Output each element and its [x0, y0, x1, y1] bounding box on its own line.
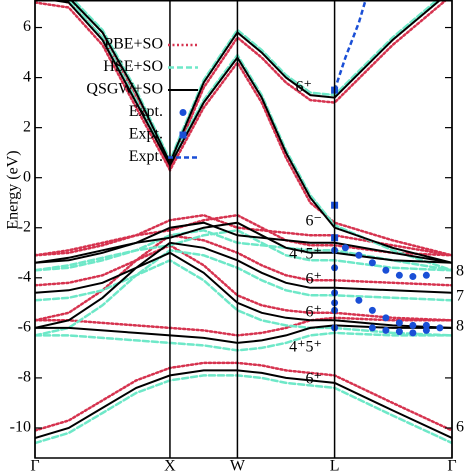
band-line: [35, 361, 452, 432]
y-tick-label: 6: [23, 18, 31, 35]
expt-point: [382, 314, 390, 322]
legend-label: Expt.: [129, 126, 163, 143]
x-tick-label: X: [164, 458, 176, 474]
expt-point: [382, 266, 390, 274]
y-tick-label: 4: [23, 68, 31, 85]
expt-point: [395, 328, 403, 336]
annotation: 6⁺: [306, 304, 322, 321]
legend-label: Expt.: [129, 148, 163, 165]
y-tick-label: -8: [18, 369, 31, 386]
x-tick-label: L: [330, 458, 340, 474]
expt-point: [355, 296, 363, 304]
expt-point: [395, 271, 403, 279]
annotation: 6⁻: [306, 213, 322, 230]
annotation: 6: [456, 419, 464, 436]
expt-point: [341, 244, 349, 252]
expt-point: [409, 329, 417, 337]
legend: PBE+SO HSE+SO QSGW+SO Expt. Expt. Expt.: [86, 36, 198, 165]
legend-label: QSGW+SO: [86, 81, 163, 98]
expt-point: [395, 319, 403, 327]
plot-area: [35, 0, 452, 445]
annotation: 8: [456, 263, 464, 280]
legend-marker: [179, 109, 187, 116]
plot-frame: [34, 0, 453, 459]
x-tick-label: W: [230, 458, 246, 474]
y-tick-label: -2: [18, 218, 31, 235]
expt-point: [355, 251, 363, 259]
expt-point: [368, 306, 376, 314]
annotation: 6⁺: [306, 271, 322, 288]
annotation: 7: [456, 288, 464, 305]
expt-line: [333, 0, 367, 91]
x-tick-label: Γ: [30, 458, 39, 474]
y-tick-label: -4: [18, 268, 31, 285]
legend-label: HSE+SO: [103, 58, 163, 75]
expt-point: [422, 321, 430, 329]
y-tick-label: 0: [23, 168, 31, 185]
y-tick-label: 2: [23, 118, 31, 135]
annotation: 6⁺: [296, 79, 312, 96]
annotation: 4⁺5⁺: [289, 246, 322, 263]
expt-point: [368, 324, 376, 332]
y-tick-label: -6: [18, 319, 31, 336]
expt-point: [422, 326, 430, 334]
annotation: 8: [456, 318, 464, 335]
annotation: 4⁺5⁺: [289, 339, 322, 356]
expt-point: [422, 271, 430, 279]
expt-point: [409, 273, 417, 281]
expt-point: [409, 321, 417, 329]
annotation: 6⁺: [306, 371, 322, 388]
expt-point: [368, 259, 376, 267]
legend-label: PBE+SO: [104, 36, 163, 53]
expt-point: [382, 326, 390, 334]
legend-label: Expt.: [129, 103, 163, 120]
expt-point: [436, 324, 444, 332]
legend-marker: [179, 131, 187, 139]
y-tick-label: -10: [10, 419, 31, 436]
x-tick-label: Γ: [447, 458, 456, 474]
y-axis-label: Energy (eV): [5, 150, 22, 229]
